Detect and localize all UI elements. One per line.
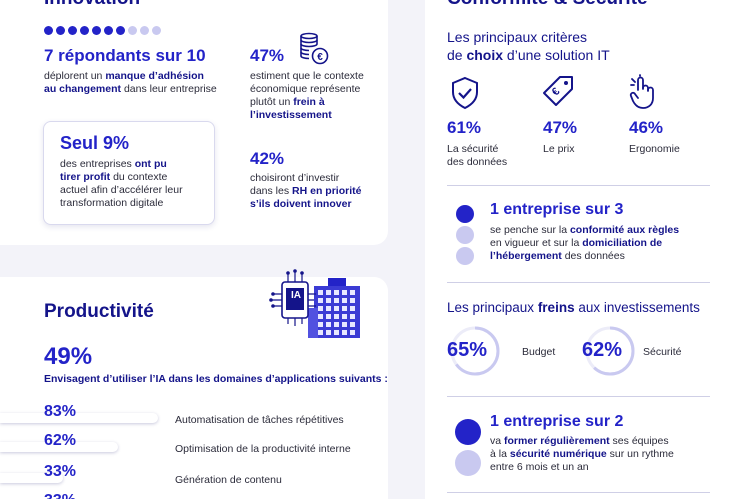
svg-text:€: € <box>317 52 323 63</box>
ratio2-dot-empty <box>455 450 481 476</box>
usage-pct: 62% <box>44 432 77 449</box>
divider <box>447 492 710 493</box>
usage-label: Automatisation de tâches répétitives <box>175 414 344 426</box>
criteria-pct: 47% <box>543 118 578 137</box>
svg-text:€: € <box>550 86 563 99</box>
shield-check-icon <box>452 76 478 110</box>
ratio-dot-empty <box>456 226 474 244</box>
compliance-panel <box>425 0 750 499</box>
criteria-pct: 61% <box>447 118 482 137</box>
compliance-title: Conformité & Sécurité <box>447 0 648 10</box>
dot-filled <box>56 26 65 35</box>
brake-label: Sécurité <box>643 346 682 358</box>
criteria-pct: 46% <box>629 118 664 137</box>
usage-bar <box>0 473 63 483</box>
ratio2-title: 1 entreprise sur 2 <box>490 413 624 430</box>
dot-filled <box>80 26 89 35</box>
stat-hr-desc: choisiront d’investir dans les RH en pri… <box>250 172 362 210</box>
ratio1-desc: se penche sur la conformité aux règles e… <box>490 224 680 262</box>
ratio-dot-empty <box>456 247 474 265</box>
coins-euro-icon: € <box>300 32 329 65</box>
criteria-heading: Les principaux critères de choix d’une s… <box>447 29 610 63</box>
ia-label: IA <box>291 290 301 301</box>
stat-economic: 47% <box>250 46 285 65</box>
card-desc: des entreprises ont pu tirer profit du c… <box>60 158 183 209</box>
dot-empty <box>128 26 137 35</box>
dot-filled <box>68 26 77 35</box>
ratio1-title: 1 entreprise sur 3 <box>490 201 624 218</box>
hand-pointer-icon <box>629 74 654 109</box>
dot-filled <box>44 26 53 35</box>
dot-filled <box>116 26 125 35</box>
criteria-label: La sécurité des données <box>447 143 508 168</box>
usage-pct: 83% <box>44 403 77 420</box>
divider <box>447 185 710 186</box>
usage-bar <box>0 442 118 452</box>
productivity-title: Productivité <box>44 301 154 322</box>
dot-filled <box>104 26 113 35</box>
brake-pct: 65% <box>447 339 488 361</box>
dot-filled <box>92 26 101 35</box>
brake-ring <box>450 326 500 376</box>
divider <box>447 282 710 283</box>
criteria-label: Ergonomie <box>629 143 680 155</box>
usage-label: Génération de contenu <box>175 474 282 486</box>
criteria-label: Le prix <box>543 143 575 155</box>
card-stat: Seul 9% <box>60 133 130 153</box>
innovation-title: Innovation <box>44 0 140 10</box>
usage-pct: 33% <box>44 463 77 480</box>
usage-bar <box>0 413 158 423</box>
ratio2-desc: va former régulièrement ses équipes à la… <box>490 435 674 473</box>
brakes-heading: Les principaux freins aux investissement… <box>447 300 700 315</box>
brake-label: Budget <box>522 346 556 358</box>
brake-pct: 62% <box>582 339 623 361</box>
divider <box>447 396 710 397</box>
ratio-dot-filled <box>456 205 474 223</box>
ai-building-icon <box>269 269 360 338</box>
usage-label: Optimisation de la productivité interne <box>175 443 351 455</box>
usage-pct: 33% <box>44 492 76 499</box>
stat-economic-desc: estiment que le contexte économique repr… <box>250 70 364 121</box>
ratio2-dot-filled <box>455 419 481 445</box>
productivity-subtitle: Envisagent d’utiliser l’IA dans les doma… <box>44 373 388 385</box>
dot-empty <box>140 26 149 35</box>
highlight-card <box>43 121 215 225</box>
price-tag-icon: € <box>543 76 573 106</box>
stat-hr: 42% <box>250 149 285 168</box>
dot-empty <box>152 26 161 35</box>
stat-respondents-desc: déplorent un manque d’adhésion au change… <box>44 70 217 95</box>
stat-respondents: 7 répondants sur 10 <box>44 46 206 65</box>
productivity-stat: 49% <box>44 343 93 370</box>
ratio-dots <box>44 26 161 35</box>
brake-ring <box>585 326 635 376</box>
